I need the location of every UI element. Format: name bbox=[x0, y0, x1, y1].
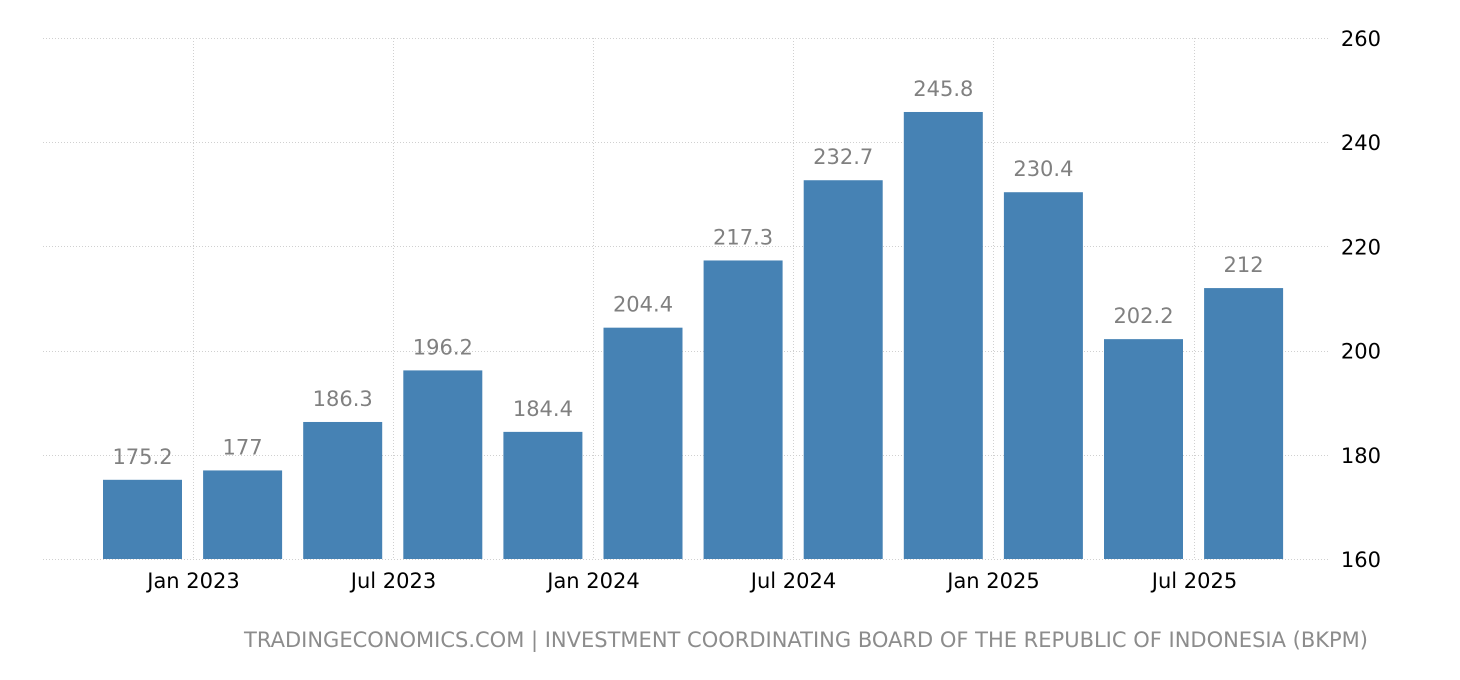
grid-lines bbox=[43, 38, 1328, 560]
bar-value-label: 184.4 bbox=[513, 397, 573, 421]
y-tick-label: 180 bbox=[1341, 444, 1381, 468]
bar bbox=[203, 470, 283, 559]
y-tick-label: 200 bbox=[1341, 340, 1381, 364]
source-attribution: TRADINGECONOMICS.COM | INVESTMENT COORDI… bbox=[244, 628, 1368, 652]
y-tick-label: 240 bbox=[1341, 131, 1381, 155]
bar bbox=[1104, 339, 1183, 559]
bar bbox=[1003, 192, 1083, 559]
bar bbox=[803, 180, 883, 559]
x-tick-label: Jul 2024 bbox=[749, 569, 836, 593]
y-axis-tick-labels: 160 180 200 220 240 260 bbox=[1341, 27, 1381, 572]
x-tick-label: Jul 2023 bbox=[349, 569, 436, 593]
bar-value-label: 230.4 bbox=[1013, 157, 1073, 181]
y-tick-label: 160 bbox=[1341, 548, 1381, 572]
bar bbox=[903, 111, 983, 560]
bar bbox=[503, 431, 583, 559]
bar bbox=[103, 479, 182, 559]
bar-value-label: 245.8 bbox=[913, 77, 973, 101]
y-tick-label: 260 bbox=[1341, 27, 1381, 51]
x-axis-tick-labels: Jan 2023 Jul 2023 Jan 2024 Jul 2024 Jan 2025… bbox=[145, 569, 1237, 593]
bar-value-label: 202.2 bbox=[1113, 304, 1173, 328]
x-tick-label: Jan 2023 bbox=[145, 569, 240, 593]
bar bbox=[703, 260, 783, 559]
value-labels: 175.2 177 186.3 196.2 184.4 204.4 217.3 232.7 24… bbox=[112, 77, 1263, 469]
x-tick-label: Jan 2025 bbox=[945, 569, 1040, 593]
bars bbox=[103, 111, 1284, 560]
x-tick-label: Jan 2024 bbox=[545, 569, 640, 593]
bar-value-label: 186.3 bbox=[313, 387, 373, 411]
bar-value-label: 212 bbox=[1224, 253, 1264, 277]
bar-value-label: 196.2 bbox=[413, 335, 473, 359]
bar bbox=[1204, 288, 1284, 559]
bar-value-label: 175.2 bbox=[112, 445, 172, 469]
y-tick-label: 220 bbox=[1341, 235, 1381, 259]
x-tick-label: Jul 2025 bbox=[1150, 569, 1237, 593]
bar-value-label: 217.3 bbox=[713, 225, 773, 249]
bar-value-label: 204.4 bbox=[613, 293, 673, 317]
bar bbox=[603, 327, 683, 559]
bar-value-label: 177 bbox=[223, 435, 263, 459]
bar bbox=[403, 370, 483, 559]
bar bbox=[303, 421, 383, 559]
bar-value-label: 232.7 bbox=[813, 145, 873, 169]
